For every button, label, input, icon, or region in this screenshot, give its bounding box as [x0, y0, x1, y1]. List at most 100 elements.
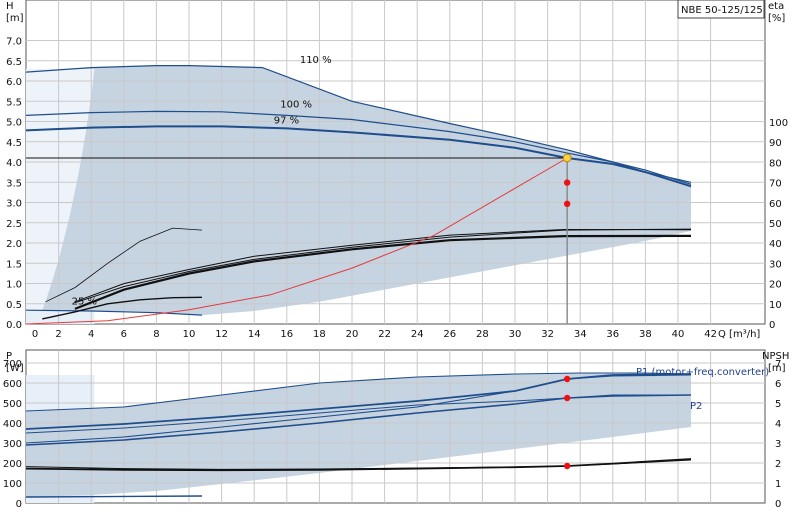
eta-point-marker [563, 200, 571, 208]
eta-tick-label: 0 [769, 320, 775, 331]
eta-tick-label: 30 [769, 259, 782, 270]
npsh-axis-unit: [m] [768, 363, 786, 374]
x-tick-label: 6 [121, 329, 127, 340]
label-25: 25 % [72, 297, 97, 308]
x-tick-label: 14 [248, 329, 261, 340]
eta-tick-label: 90 [769, 138, 782, 149]
h-axis-title: H [6, 1, 14, 12]
x-tick-label: 2 [55, 329, 61, 340]
x-tick-label: 36 [606, 329, 619, 340]
p2-series-label: P2 [690, 401, 702, 412]
p-axis-title: P [6, 351, 12, 362]
x-tick-label: 32 [541, 329, 554, 340]
p2-curve [25, 394, 692, 446]
p-tick-label: 600 [3, 379, 22, 390]
h-tick-label: 4.0 [6, 158, 22, 169]
p1-curve [25, 374, 692, 444]
efficiency-curve-upper [45, 227, 203, 303]
power-npsh-plot: 0 100 200 300 400 500 600 700 0 1 2 3 4 5 6 7 [3, 349, 781, 510]
efficiency-curve [74, 234, 692, 310]
model-label-box [677, 0, 765, 19]
eta-axis-unit: [%] [768, 13, 785, 24]
h-tick-label: 6.0 [6, 77, 22, 88]
p-tick-label: 200 [3, 459, 22, 470]
h-tick-label: 0.5 [6, 300, 22, 311]
eta-tick-label: 70 [769, 179, 782, 190]
h-tick-label: 3.5 [6, 178, 22, 189]
h-tick-label: 5.0 [6, 118, 22, 129]
label-100: 100 % [280, 99, 312, 110]
system-curve [25, 157, 568, 325]
efficiency-curve [74, 228, 692, 304]
head-efficiency-plot: 110 % 100 % 97 % 25 % 0.0 0.5 1.0 1.5 2.0 2.5 3.0 3… [6, 0, 788, 340]
x-tick-label: 38 [639, 329, 652, 340]
x-tick-label: 16 [280, 329, 293, 340]
h-tick-label: 0.0 [6, 320, 22, 331]
p-tick-label: 100 [3, 479, 22, 490]
head-curve [25, 125, 692, 188]
x-tick-label: 30 [509, 329, 522, 340]
h-tick-label: 6.5 [6, 57, 22, 68]
head-curve [25, 309, 203, 316]
h-tick-label: 1.5 [6, 259, 22, 270]
duty-point-marker [562, 153, 572, 163]
eta-tick-label: 50 [769, 219, 782, 230]
eta-tick-label: 100 [769, 118, 788, 129]
h-tick-label: 2.0 [6, 239, 22, 250]
h-tick-label: 5.5 [6, 97, 22, 108]
x-tick-label: 42 [704, 329, 717, 340]
model-label: NBE 50-125/125 [681, 5, 763, 16]
x-tick-label: 22 [378, 329, 391, 340]
operating-area [26, 373, 691, 497]
x-tick-label: 18 [313, 329, 326, 340]
eta-tick-label: 20 [769, 280, 782, 291]
npsh-tick-label: 4 [775, 419, 781, 430]
eta-tick-label: 10 [769, 300, 782, 311]
h-tick-label: 4.5 [6, 138, 22, 149]
x-tick-label: 12 [215, 329, 228, 340]
low-speed-power-curve [25, 495, 203, 498]
p-tick-label: 300 [3, 439, 22, 450]
x-tick-label: 4 [88, 329, 94, 340]
eta-tick-label: 60 [769, 199, 782, 210]
p1-curve [25, 373, 692, 430]
label-110: 110 % [300, 55, 332, 66]
npsh-point-marker [563, 462, 571, 470]
h-axis-unit: [m] [6, 13, 24, 24]
power-point-marker [563, 394, 571, 402]
eta-axis-title: eta [768, 1, 784, 12]
p-tick-label: 700 [3, 359, 22, 370]
h-tick-label: 1.0 [6, 280, 22, 291]
operating-area [26, 65, 691, 316]
x-tick-label: 20 [346, 329, 359, 340]
x-tick-label: 40 [672, 329, 685, 340]
npsh-tick-label: 1 [775, 479, 781, 490]
head-curve [25, 110, 692, 185]
x-axis-label: Q [m³/h] [718, 329, 760, 340]
eta-point-marker [563, 179, 571, 186]
x-tick-label: 24 [411, 329, 424, 340]
p1-curve [25, 372, 692, 412]
eta-tick-label: 40 [769, 239, 782, 250]
p1-series-label: P1 (motor+freq.converter) [636, 367, 769, 378]
x-tick-label: 26 [443, 329, 456, 340]
h-tick-label: 3.0 [6, 199, 22, 210]
x-tick-label-zero: 0 [32, 329, 38, 340]
p-tick-label: 400 [3, 419, 22, 430]
x-tick-label: 34 [574, 329, 587, 340]
npsh-tick-label: 5 [775, 399, 781, 410]
h-tick-label: 2.5 [6, 219, 22, 230]
p-tick-label: 500 [3, 399, 22, 410]
npsh-tick-label: 6 [775, 379, 781, 390]
p-axis-unit: [W] [6, 363, 24, 374]
npsh-tick-label: 3 [775, 439, 781, 450]
x-tick-label: 10 [183, 329, 196, 340]
x-tick-label: 8 [153, 329, 159, 340]
x-tick-label: 28 [476, 329, 489, 340]
min-speed-region [26, 68, 95, 324]
npsh-axis-title: NPSH [762, 351, 789, 362]
npsh-curve [25, 458, 692, 472]
npsh-tick-label: 2 [775, 459, 781, 470]
label-97: 97 % [274, 116, 299, 127]
